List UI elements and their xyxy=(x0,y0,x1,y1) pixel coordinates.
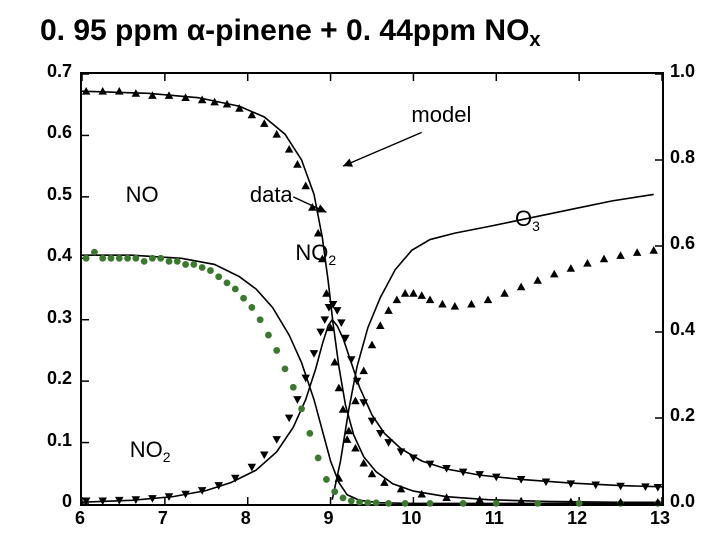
title-sub: x xyxy=(529,29,540,51)
chart-label-model: model xyxy=(411,102,471,128)
yleft-tick: 0.4 xyxy=(32,245,72,266)
chart-label-data: data xyxy=(250,182,293,208)
yleft-tick: 0.3 xyxy=(32,307,72,328)
chart-label-NO2a: NO2 xyxy=(295,240,336,268)
x-tick: 12 xyxy=(562,508,592,529)
x-tick: 13 xyxy=(645,508,675,529)
title-alpha: α xyxy=(187,14,205,47)
x-tick: 8 xyxy=(231,508,261,529)
chart-label-O3: O3 xyxy=(515,206,540,234)
chart-title: 0. 95 ppm α-pinene + 0. 44ppm NOx xyxy=(40,14,541,52)
yright-tick: 1.0 xyxy=(670,61,710,82)
yleft-tick: 0.7 xyxy=(32,61,72,82)
yright-tick: 0.2 xyxy=(670,405,710,426)
x-tick: 7 xyxy=(148,508,178,529)
x-tick: 10 xyxy=(396,508,426,529)
title-prefix: 0. 95 ppm xyxy=(40,14,187,47)
yright-tick: 0.6 xyxy=(670,233,710,254)
yleft-tick: 0.1 xyxy=(32,430,72,451)
yright-tick: 0.8 xyxy=(670,147,710,168)
chart-label-NO: NO xyxy=(126,182,159,208)
yleft-tick: 0.2 xyxy=(32,368,72,389)
x-tick: 11 xyxy=(479,508,509,529)
yleft-tick: 0.5 xyxy=(32,184,72,205)
title-mid: -pinene + 0. 44ppm NO xyxy=(205,14,529,47)
yright-tick: 0.0 xyxy=(670,491,710,512)
x-tick: 6 xyxy=(65,508,95,529)
chart-label-NO2b: NO2 xyxy=(130,437,171,465)
x-tick: 9 xyxy=(314,508,344,529)
yright-tick: 0.4 xyxy=(670,319,710,340)
yleft-tick: 0.6 xyxy=(32,122,72,143)
